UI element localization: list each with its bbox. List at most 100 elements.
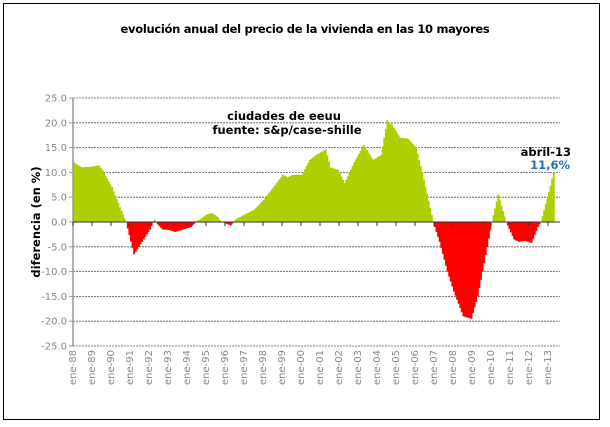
area-bar [296,174,299,222]
area-bar [76,164,79,222]
area-bar [386,120,389,222]
area-bar [131,222,134,248]
area-bar [334,168,337,222]
area-bar [308,160,311,222]
area-bar [527,222,530,242]
y-tick-label: 15.0 [45,143,67,154]
area-bar [318,153,321,222]
area-bar [464,222,467,317]
area-bar [294,174,297,222]
area-bar [117,203,120,222]
area-bar [237,217,240,222]
area-bar [210,213,213,222]
area-bar [375,158,378,222]
area-bar [171,222,174,231]
area-bar [188,222,191,228]
area-bar [191,222,194,226]
area-bar [551,179,554,222]
area-bar [514,222,517,241]
area-bar [411,144,414,222]
area-bar [508,222,511,229]
area-bar [82,167,85,222]
area-bar [475,222,478,302]
area-bar [346,176,349,222]
area-bar [533,222,536,235]
area-bar [410,142,413,222]
area-bar [320,152,322,222]
area-bar [251,210,254,222]
x-tick-label: ene-92 [144,350,155,385]
y-tick-label: 5.0 [51,193,67,204]
area-bar [468,222,471,319]
area-bar [397,135,400,222]
area-bar [392,127,395,222]
area-bar [470,222,473,319]
area-bar [166,222,169,230]
area-bar [301,174,303,222]
x-tick-label: ene-10 [486,350,497,385]
area-bar [128,222,131,235]
area-bar [394,130,397,222]
area-bar [472,222,474,314]
area-bar [543,210,546,222]
area-bar [120,210,123,222]
area-bar [253,209,256,222]
area-bar [358,153,360,222]
area-bar [180,222,183,230]
area-bar [418,160,421,222]
area-bar [498,200,501,222]
area-bar [342,179,345,222]
area-bar [359,150,362,222]
area-bar [278,179,281,222]
area-bar [484,222,487,256]
area-bar [261,201,264,222]
area-bar [104,175,107,222]
area-bar [316,154,319,222]
area-bar [495,201,498,222]
x-tick-label: ene-95 [201,350,212,385]
y-axis-label: diferencia (en %) [29,166,43,277]
area-bar [435,222,438,232]
area-bar [107,181,110,222]
area-bar [247,212,250,222]
area-bar [244,214,246,222]
area-bar [182,222,185,230]
area-bar [348,172,351,222]
area-bar [532,222,535,239]
area-bar [267,193,270,222]
x-tick-label: ene-02 [334,350,345,385]
area-bar [126,222,129,229]
subtitle-line1: ciudades de eeuu [227,109,341,123]
area-bar [365,150,368,222]
area-bar [378,156,381,222]
area-bar [286,177,289,222]
area-bar [377,157,379,222]
area-bar [153,219,156,222]
area-bar [285,176,288,222]
area-bar [196,220,199,222]
area-bar [130,222,132,242]
area-bar [163,222,166,230]
x-tick-label: ene-90 [106,350,117,385]
area-bar [212,214,215,222]
area-bar [453,222,455,292]
area-bar [479,222,482,280]
area-bar [441,222,444,254]
area-bar [202,216,205,222]
area-bar [548,192,550,222]
area-bar [354,159,357,222]
area-bar [478,222,481,289]
area-bar [305,165,308,222]
area-bar [372,160,375,222]
area-bar [481,222,484,272]
area-bar [114,195,117,222]
area-bar [258,204,261,222]
area-bar [101,169,104,222]
area-bar [399,137,402,222]
area-bar [236,218,239,222]
area-bar [521,222,524,242]
area-bar [324,149,327,222]
area-bar [234,219,237,222]
area-bar [434,222,436,227]
area-bar [179,222,182,231]
